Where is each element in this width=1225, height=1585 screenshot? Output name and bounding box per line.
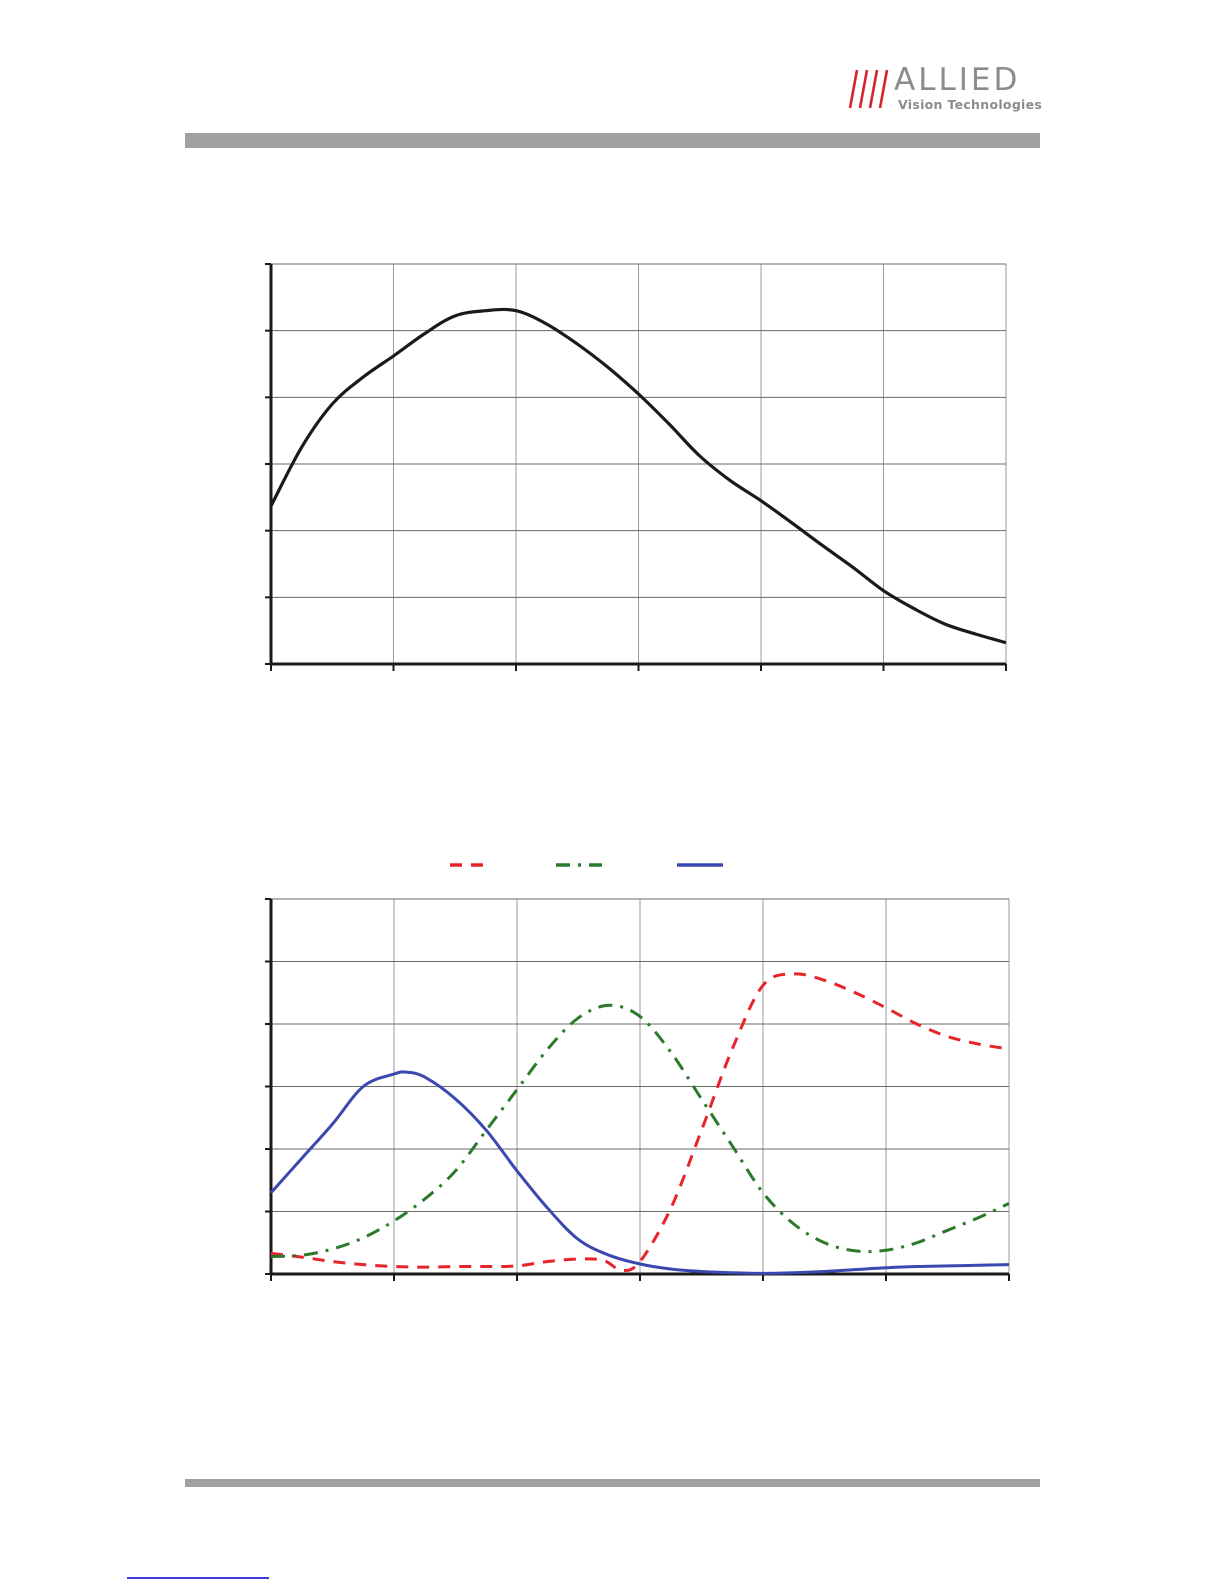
series-line-2 (270, 1003, 1010, 1258)
allied-logo: ALLIED Vision Technologies (848, 62, 1042, 118)
series-line-3 (269, 1070, 1010, 1275)
header-rule (185, 133, 1040, 148)
chart-spectral-sensitivity-mono (265, 263, 1007, 671)
logo-slashes-icon (848, 69, 889, 109)
logo-wordmark: ALLIED (894, 62, 1021, 98)
logo-tagline: Vision Technologies (898, 97, 1043, 112)
series-line-1 (269, 307, 1007, 645)
footer-rule (185, 1479, 1040, 1487)
series-line-1 (270, 972, 1010, 1272)
footer-link-underline[interactable] (127, 1577, 269, 1579)
